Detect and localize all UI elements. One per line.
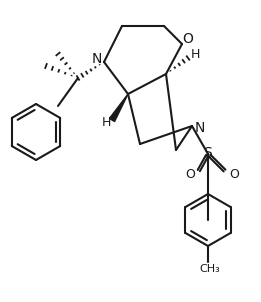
Text: O: O	[182, 32, 193, 46]
Text: O: O	[185, 168, 195, 181]
Text: O: O	[229, 168, 239, 181]
Polygon shape	[109, 94, 128, 122]
Text: CH₃: CH₃	[200, 264, 220, 274]
Text: S: S	[204, 146, 212, 160]
Text: N: N	[195, 121, 205, 135]
Text: H: H	[101, 115, 111, 128]
Text: H: H	[190, 49, 200, 62]
Text: N: N	[92, 52, 102, 66]
